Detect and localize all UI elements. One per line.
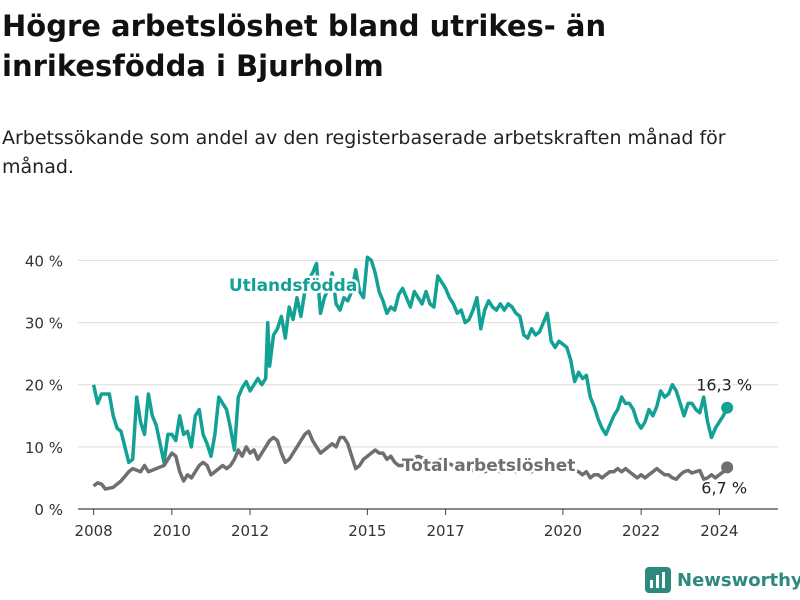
series-labels: 16,3 %6,7 %UtlandsföddaUtlandsföddaTotal… xyxy=(226,273,752,497)
series-line-1 xyxy=(92,429,729,491)
chart-title: Högre arbetslöshet bland utrikes- än inr… xyxy=(2,9,607,83)
series-end-label-1: 6,7 % xyxy=(701,478,747,497)
series-end-point-1 xyxy=(721,461,734,474)
series-line-0 xyxy=(91,255,729,465)
bar-chart-icon xyxy=(645,567,671,593)
y-tick-label: 40 % xyxy=(25,252,63,270)
y-tick-label: 0 % xyxy=(34,501,63,519)
x-tick-label: 2012 xyxy=(231,522,269,540)
x-tick-label: 2017 xyxy=(427,522,465,540)
x-tick-label: 2022 xyxy=(622,522,660,540)
newsworthy-logo: Newsworthy xyxy=(645,567,800,593)
x-tick-label: 2015 xyxy=(348,522,386,540)
brand-name: Newsworthy xyxy=(677,569,800,591)
chart-subtitle: Arbetssökande som andel av den registerb… xyxy=(2,127,726,178)
axes: 0 % 10 % 20 % 30 % 40 % 2008 2010 2012 2015 2017 2… xyxy=(25,252,739,540)
series-name-halo-0: Utlandsfödda xyxy=(229,276,358,296)
y-tick-label: 30 % xyxy=(25,315,63,333)
series-name-label-0: Utlandsfödda xyxy=(229,276,358,296)
gridlines xyxy=(78,259,778,510)
x-tick-label: 2010 xyxy=(153,522,191,540)
x-tick-label: 2020 xyxy=(544,522,582,540)
series-name-label-1: Total arbetslöshet xyxy=(402,456,576,476)
y-tick-label: 10 % xyxy=(25,439,63,457)
series-end-label-0: 16,3 % xyxy=(696,376,752,395)
x-tick-label: 2008 xyxy=(75,522,113,540)
series-end-point-0 xyxy=(721,401,734,414)
series-name-halo-1: Total arbetslöshet xyxy=(402,456,576,476)
y-tick-label: 20 % xyxy=(25,377,63,395)
x-tick-label: 2024 xyxy=(700,522,738,540)
series-lines xyxy=(91,255,734,491)
